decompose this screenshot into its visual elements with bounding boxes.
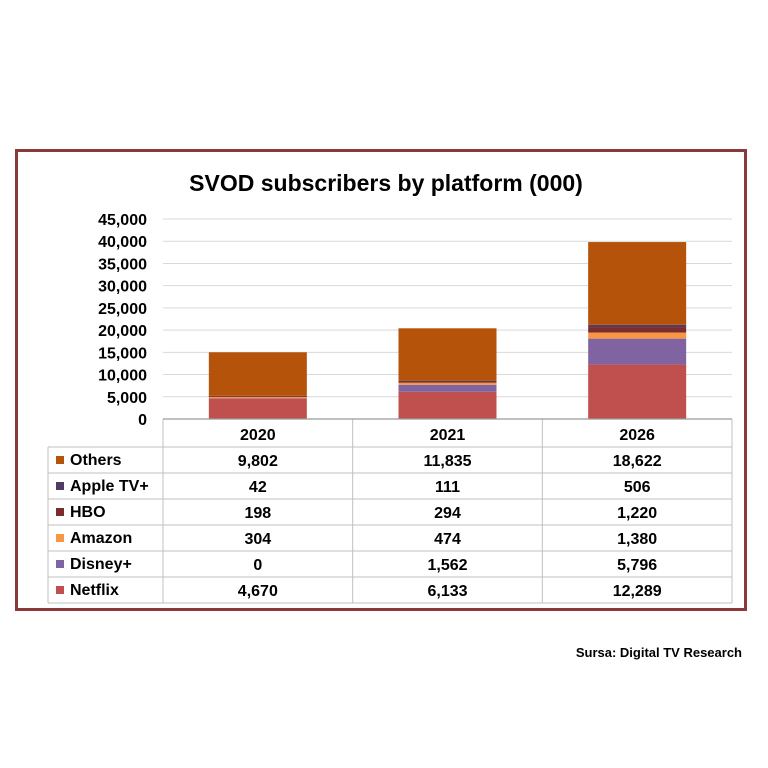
legend-swatch — [56, 560, 64, 568]
y-tick-label: 35,000 — [98, 256, 147, 273]
bar-segment-apple-tv--2021 — [398, 380, 497, 382]
table-cell-value: 294 — [434, 505, 461, 522]
bar-segment-amazon-2021 — [398, 382, 497, 385]
legend-swatch — [56, 456, 64, 464]
table-cell-value: 4,670 — [238, 583, 278, 600]
y-tick-label: 10,000 — [98, 368, 147, 385]
table-cell-value: 42 — [249, 479, 267, 496]
bar-segment-disney--2026 — [588, 338, 687, 365]
bar-segment-others-2020 — [208, 352, 307, 396]
x-category-label: 2026 — [619, 427, 655, 444]
bar-segment-apple-tv--2020 — [208, 395, 307, 397]
legend-swatch — [56, 534, 64, 542]
y-tick-label: 30,000 — [98, 279, 147, 296]
table-cell-value: 18,622 — [613, 453, 662, 470]
bar-segment-amazon-2026 — [588, 332, 687, 339]
table-cell-value: 9,802 — [238, 453, 278, 470]
table-cell-value: 6,133 — [427, 583, 467, 600]
y-tick-label: 40,000 — [98, 234, 147, 251]
table-cell-value: 5,796 — [617, 557, 657, 574]
bar-segment-amazon-2020 — [208, 396, 307, 399]
y-tick-label: 5,000 — [107, 390, 147, 407]
table-cell-value: 1,562 — [427, 557, 467, 574]
legend-label: Netflix — [70, 582, 119, 599]
bar-segment-hbo-2021 — [398, 381, 497, 383]
legend-label: Others — [70, 452, 122, 469]
y-tick-label: 15,000 — [98, 345, 147, 362]
chart-title: SVOD subscribers by platform (000) — [189, 170, 583, 196]
bar-segment-netflix-2020 — [208, 398, 307, 419]
legend-label: HBO — [70, 504, 106, 521]
legend-swatch — [56, 508, 64, 516]
source-note: Sursa: Digital TV Research — [575, 645, 742, 660]
y-tick-label: 25,000 — [98, 301, 147, 318]
table-cell-value: 1,380 — [617, 531, 657, 548]
table-cell-value: 506 — [624, 479, 651, 496]
bar-segment-others-2021 — [398, 328, 497, 381]
table-cell-value: 474 — [434, 531, 461, 548]
bar-segment-apple-tv--2026 — [588, 324, 687, 328]
table-cell-value: 304 — [244, 531, 271, 548]
y-tick-label: 45,000 — [98, 212, 147, 229]
y-tick-label: 0 — [138, 412, 147, 429]
bar-segment-hbo-2026 — [588, 327, 687, 333]
chart-frame: SVOD subscribers by platform (000) 0 5,00… — [15, 149, 747, 611]
table-cell-value: 11,835 — [423, 453, 471, 470]
bar-segment-disney--2021 — [398, 384, 497, 392]
bar-segment-others-2026 — [588, 242, 687, 325]
table-cell-value: 0 — [253, 557, 262, 574]
legend-label: Amazon — [70, 530, 132, 547]
x-category-label: 2020 — [240, 427, 276, 444]
legend-swatch — [56, 482, 64, 490]
legend-swatch — [56, 586, 64, 594]
bar-segment-netflix-2021 — [398, 391, 497, 419]
table-cell-value: 198 — [244, 505, 271, 522]
table-cell-value: 111 — [435, 479, 460, 496]
stacked-bar-chart: SVOD subscribers by platform (000) 0 5,00… — [47, 170, 733, 604]
x-category-label: 2021 — [430, 427, 466, 444]
legend-label: Disney+ — [70, 556, 132, 573]
legend-label: Apple TV+ — [70, 478, 149, 495]
table-cell-value: 1,220 — [617, 505, 657, 522]
y-tick-label: 20,000 — [98, 323, 147, 340]
table-cell-value: 12,289 — [613, 583, 662, 600]
bar-segment-netflix-2026 — [588, 364, 687, 419]
